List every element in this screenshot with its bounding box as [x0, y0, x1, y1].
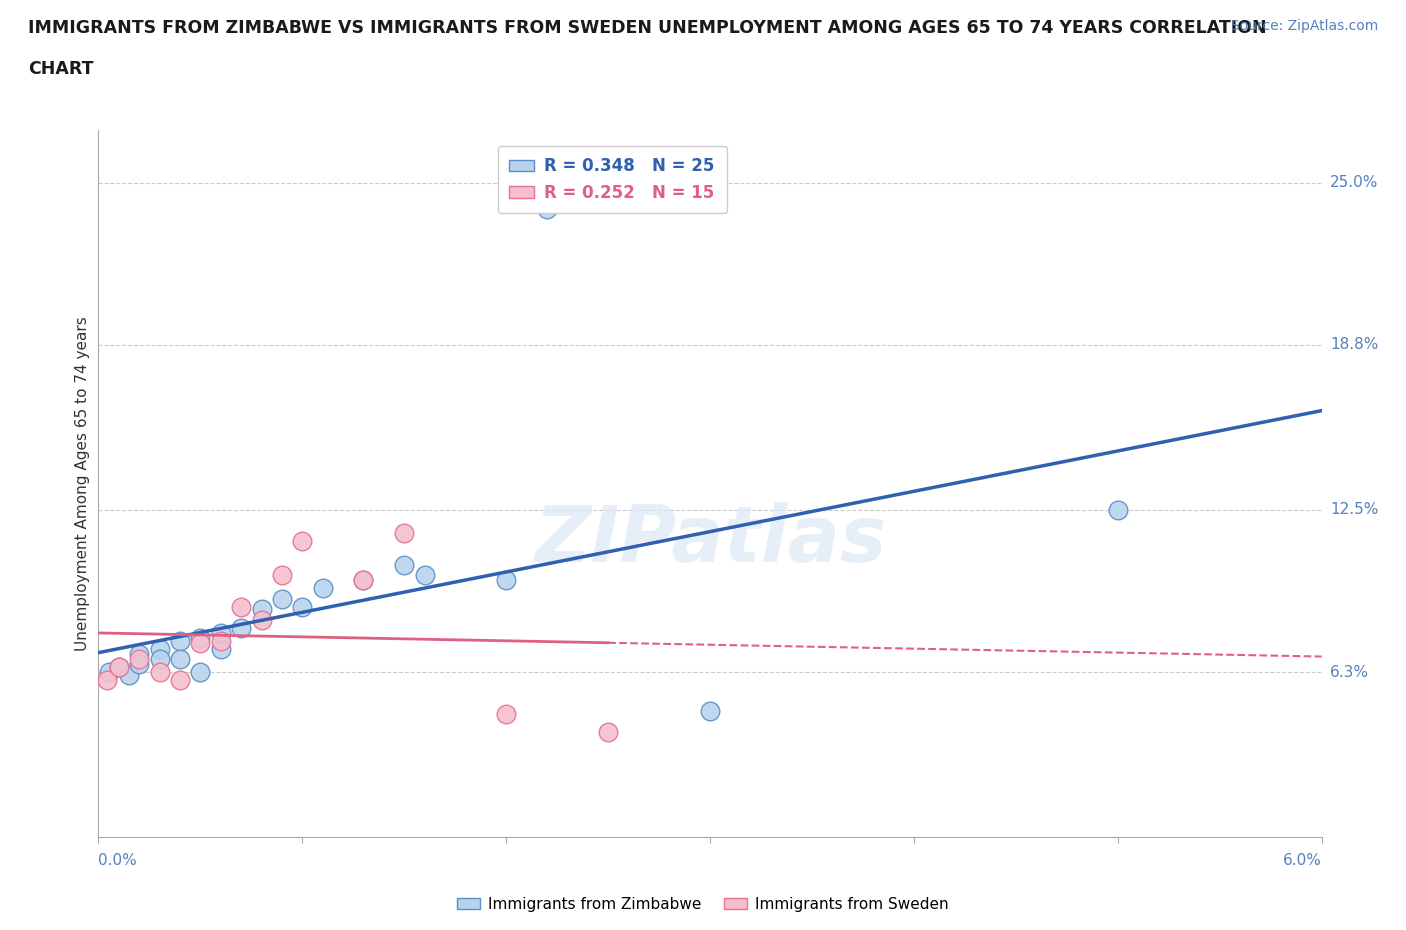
Point [209, 633, 232, 648]
Point [1107, 502, 1129, 517]
Point [392, 525, 416, 540]
Point [352, 573, 374, 588]
Point [495, 573, 517, 588]
Text: 12.5%: 12.5% [1330, 502, 1378, 517]
Text: ZIPatlas: ZIPatlas [534, 502, 886, 578]
Point [169, 672, 191, 687]
Point [118, 667, 141, 682]
Point [149, 665, 172, 680]
Point [96, 672, 118, 687]
Text: 25.0%: 25.0% [1330, 175, 1378, 190]
Point [392, 557, 416, 572]
Point [699, 704, 721, 719]
Point [188, 636, 212, 651]
Point [231, 599, 253, 614]
Text: 6.3%: 6.3% [1330, 665, 1369, 680]
Point [270, 591, 292, 606]
Point [209, 641, 232, 656]
Point [598, 724, 620, 739]
Text: 6.0%: 6.0% [1282, 853, 1322, 868]
Point [536, 201, 558, 216]
Point [188, 631, 212, 645]
Point [250, 612, 273, 627]
Point [250, 602, 273, 617]
Text: 0.0%: 0.0% [98, 853, 138, 868]
Point [291, 599, 314, 614]
Text: IMMIGRANTS FROM ZIMBABWE VS IMMIGRANTS FROM SWEDEN UNEMPLOYMENT AMONG AGES 65 TO: IMMIGRANTS FROM ZIMBABWE VS IMMIGRANTS F… [28, 19, 1267, 36]
Y-axis label: Unemployment Among Ages 65 to 74 years: Unemployment Among Ages 65 to 74 years [75, 316, 90, 651]
Point [97, 665, 120, 680]
Point [169, 652, 191, 667]
Point [291, 534, 314, 549]
Legend: Immigrants from Zimbabwe, Immigrants from Sweden: Immigrants from Zimbabwe, Immigrants fro… [451, 891, 955, 918]
Point [108, 659, 131, 674]
Point [209, 625, 232, 640]
Point [413, 568, 436, 583]
Point [108, 659, 131, 674]
Legend: R = 0.348   N = 25, R = 0.252   N = 15: R = 0.348 N = 25, R = 0.252 N = 15 [498, 146, 727, 213]
Point [128, 657, 150, 671]
Point [149, 641, 172, 656]
Text: CHART: CHART [28, 60, 94, 78]
Text: Source: ZipAtlas.com: Source: ZipAtlas.com [1230, 19, 1378, 33]
Point [352, 573, 374, 588]
Point [311, 581, 335, 596]
Point [231, 620, 253, 635]
Point [128, 646, 150, 661]
Text: 18.8%: 18.8% [1330, 338, 1378, 352]
Point [495, 707, 517, 722]
Point [270, 568, 292, 583]
Point [149, 652, 172, 667]
Point [188, 665, 212, 680]
Point [169, 633, 191, 648]
Point [128, 652, 150, 667]
